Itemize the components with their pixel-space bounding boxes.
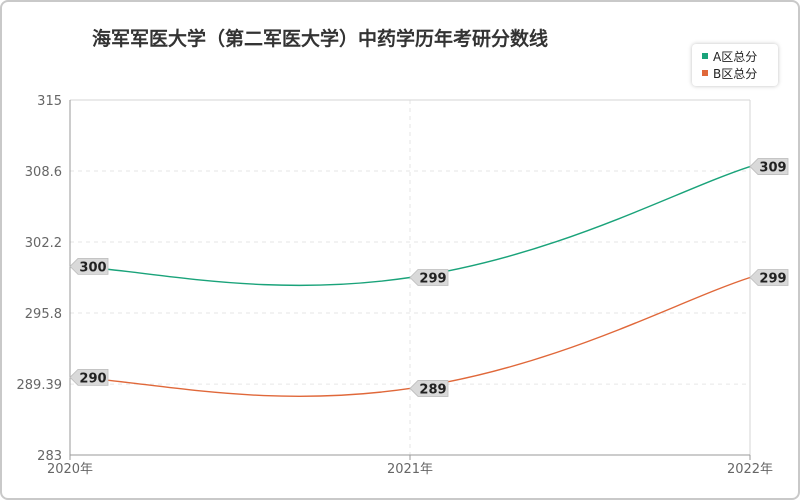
x-tick-label: 2020年 — [47, 462, 93, 477]
chart-title: 海军军医大学（第二军医大学）中药学历年考研分数线 — [92, 28, 549, 50]
y-tick-label: 315 — [37, 94, 62, 109]
data-label-tag — [69, 258, 109, 275]
data-label-tag — [749, 158, 789, 175]
legend-swatch-a — [702, 53, 708, 59]
x-tick-label: 2021年 — [387, 462, 433, 477]
x-tick-label: 2022年 — [727, 462, 773, 477]
y-tick-label: 283 — [37, 449, 62, 464]
legend-label-b: B区总分 — [713, 67, 758, 81]
series-line-0 — [69, 165, 751, 287]
y-tick-label: 295.8 — [25, 307, 62, 322]
y-tick-label: 302.2 — [25, 236, 62, 251]
data-label: 290 — [79, 371, 106, 386]
data-label-tag — [749, 269, 789, 286]
y-tick-label: 289.39 — [17, 378, 63, 393]
legend: A区总分 B区总分 — [692, 44, 778, 86]
data-label: 299 — [759, 272, 786, 287]
data-label: 289 — [419, 382, 446, 397]
data-label-tag — [69, 368, 109, 386]
data-label: 309 — [759, 161, 786, 176]
legend-item-b[interactable]: B区总分 — [702, 66, 757, 82]
data-label: 299 — [419, 272, 446, 287]
legend-swatch-b — [702, 70, 708, 76]
data-label-tag — [409, 269, 449, 286]
y-tick-label: 308.6 — [25, 165, 62, 180]
data-label-tag — [409, 380, 449, 397]
legend-label-a: A区总分 — [713, 50, 758, 64]
data-label: 300 — [79, 260, 106, 275]
legend-item-a[interactable]: A区总分 — [702, 49, 757, 65]
